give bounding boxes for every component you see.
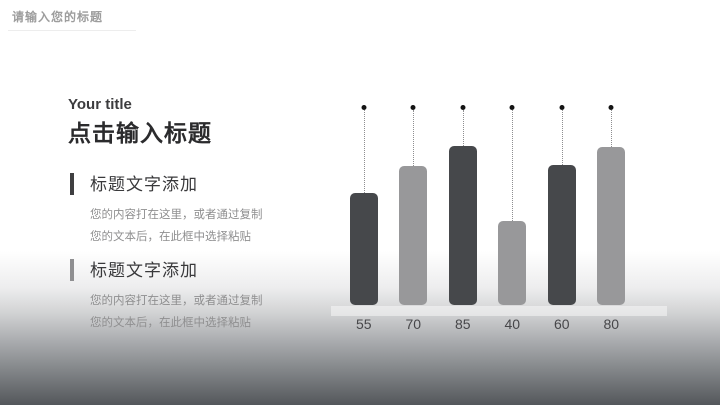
bar-value-label: 55 bbox=[355, 316, 372, 332]
lollipop-dot-icon bbox=[509, 105, 515, 110]
bar[interactable] bbox=[448, 146, 477, 305]
section-heading[interactable]: 标题文字添加 bbox=[90, 261, 198, 280]
bar-value-label: 40 bbox=[504, 316, 521, 332]
bar[interactable] bbox=[399, 166, 428, 305]
bar-group[interactable]: 70 bbox=[389, 100, 439, 340]
bar-group[interactable]: 55 bbox=[339, 100, 389, 340]
bar-group[interactable]: 80 bbox=[587, 100, 637, 340]
bar-value-label: 85 bbox=[454, 316, 471, 332]
bar[interactable] bbox=[547, 165, 576, 305]
lollipop-stem bbox=[512, 110, 514, 221]
lollipop-dot-icon bbox=[559, 105, 565, 110]
lollipop-dot-icon bbox=[608, 105, 614, 110]
text-section: 标题文字添加 您的内容打在这里，或者通过复制您的文本后，在此框中选择粘贴 bbox=[70, 170, 285, 248]
slide-placeholder-title[interactable]: 请输入您的标题 bbox=[12, 10, 104, 24]
bar-value-label: 70 bbox=[405, 316, 422, 332]
bar-chart[interactable]: 55 70 85 40 60 80 bbox=[331, 100, 667, 340]
bar[interactable] bbox=[349, 193, 378, 305]
chart-baseline-strip bbox=[331, 306, 667, 316]
lollipop-stem bbox=[462, 110, 464, 146]
section-body[interactable]: 您的内容打在这里，或者通过复制您的文本后，在此框中选择粘贴 bbox=[90, 209, 263, 243]
section-heading[interactable]: 标题文字添加 bbox=[90, 175, 198, 194]
lollipop-stem bbox=[561, 110, 563, 165]
subtitle[interactable]: Your title bbox=[68, 96, 132, 113]
accent-bar bbox=[70, 173, 74, 195]
bar-group[interactable]: 40 bbox=[488, 100, 538, 340]
lollipop-dot-icon bbox=[361, 105, 367, 110]
accent-bar bbox=[70, 259, 74, 281]
lollipop-dot-icon bbox=[410, 105, 416, 110]
lollipop-stem bbox=[611, 110, 613, 147]
bar[interactable] bbox=[597, 147, 626, 305]
bar-value-label: 80 bbox=[603, 316, 620, 332]
section-body[interactable]: 您的内容打在这里，或者通过复制您的文本后，在此框中选择粘贴 bbox=[90, 295, 263, 329]
lollipop-stem bbox=[413, 110, 415, 166]
text-section: 标题文字添加 您的内容打在这里，或者通过复制您的文本后，在此框中选择粘贴 bbox=[70, 256, 285, 334]
lollipop-stem bbox=[363, 110, 365, 193]
bar-group[interactable]: 60 bbox=[537, 100, 587, 340]
bar-value-label: 60 bbox=[553, 316, 570, 332]
bar[interactable] bbox=[498, 221, 527, 305]
lollipop-dot-icon bbox=[460, 105, 466, 110]
bar-group[interactable]: 85 bbox=[438, 100, 488, 340]
page-title[interactable]: 点击输入标题 bbox=[68, 120, 212, 146]
top-title-underline bbox=[8, 30, 136, 31]
